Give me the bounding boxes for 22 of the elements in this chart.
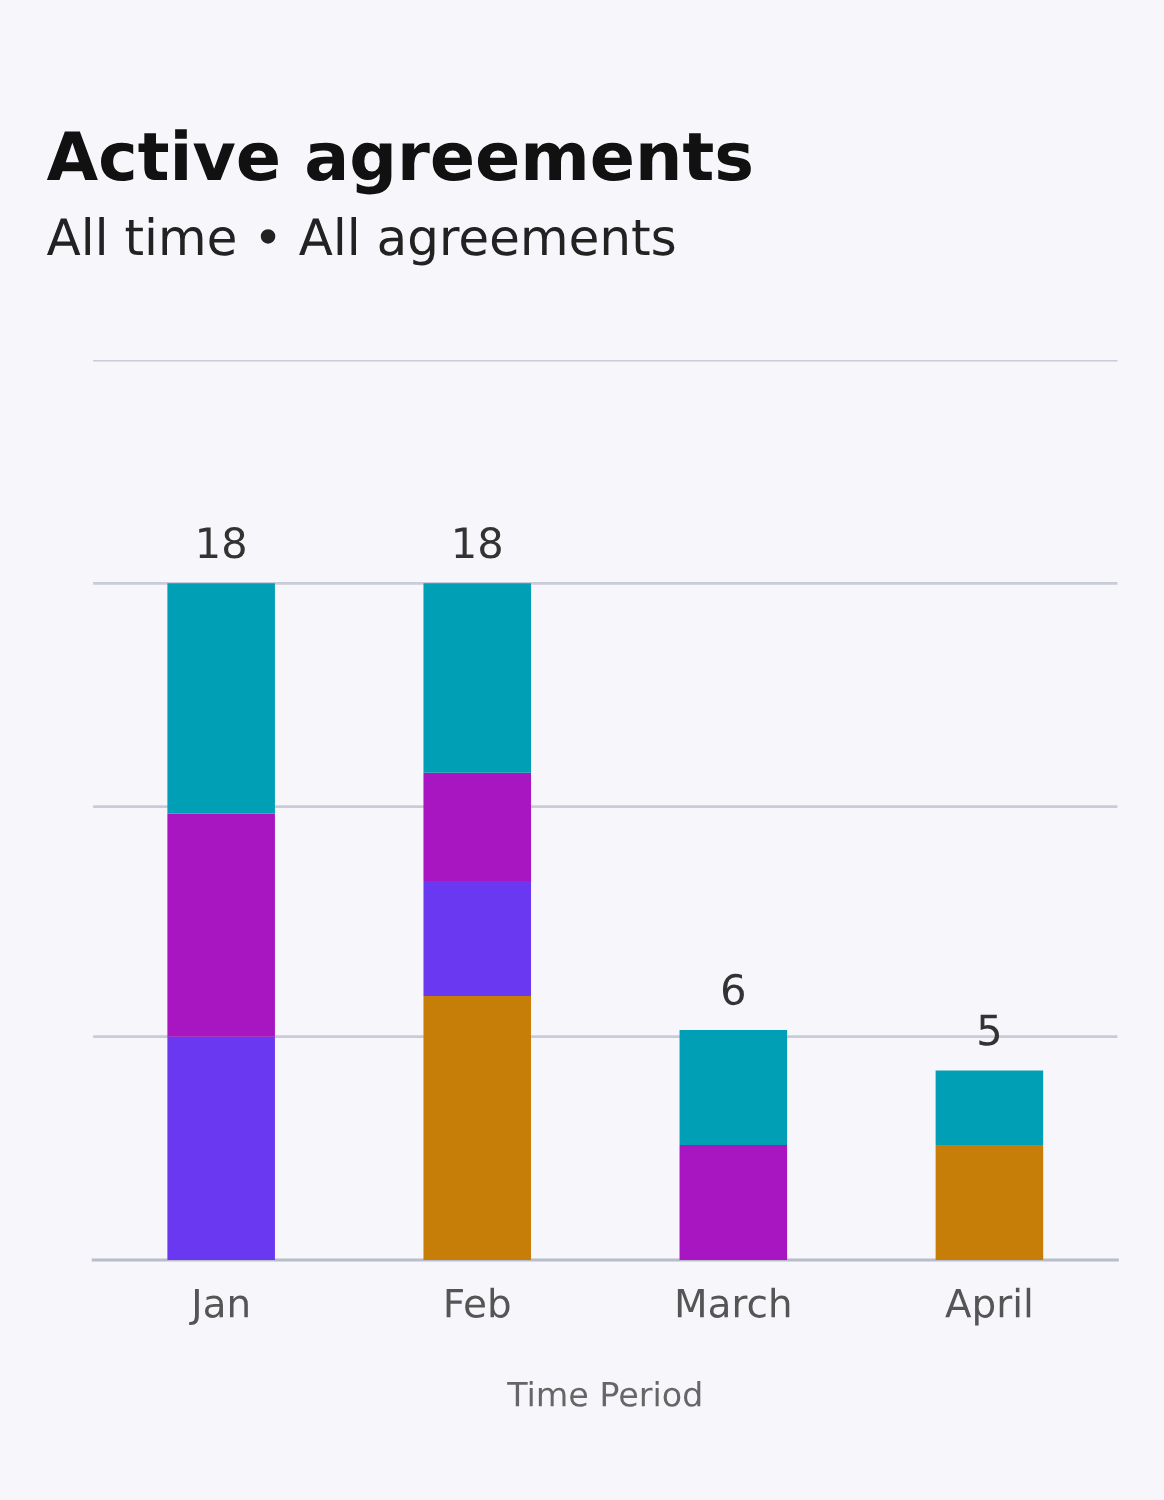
x-tick-label: April [945, 1287, 1031, 1326]
bar [935, 1070, 1044, 1145]
bar [167, 583, 275, 814]
bar [167, 1036, 275, 1260]
x-tick-label: March [677, 1287, 790, 1318]
bar [935, 1144, 1044, 1260]
bar [679, 1029, 788, 1145]
chart-subtitle: All time • All agreements [46, 217, 675, 266]
chart-title: Active agreements [46, 129, 751, 195]
annotation: 18 [455, 527, 501, 559]
bar [423, 881, 532, 997]
x-tick-label: Feb [446, 1287, 510, 1318]
annotation: 18 [199, 527, 245, 559]
bar [679, 1144, 788, 1260]
bar [423, 583, 532, 773]
annotation: 5 [979, 1014, 1000, 1046]
annotation: 6 [722, 973, 744, 1006]
bar [423, 996, 532, 1260]
bar [423, 772, 532, 882]
bar [167, 813, 275, 1037]
x-axis-title: Time Period [507, 1380, 701, 1407]
x-tick-label: Jan [189, 1288, 248, 1326]
